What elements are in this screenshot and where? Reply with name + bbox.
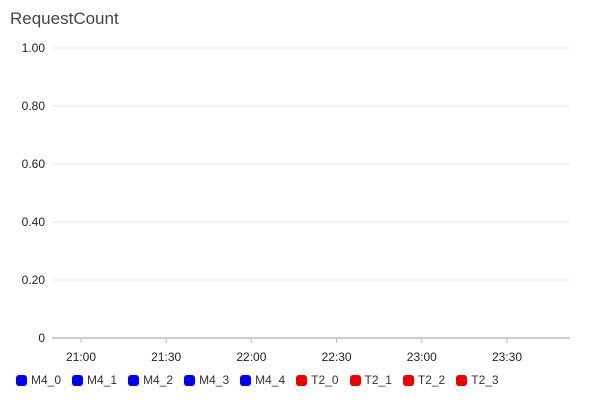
legend-item[interactable]: M4_0 bbox=[16, 373, 61, 387]
legend-label: T2_2 bbox=[417, 373, 446, 387]
y-tick-label: 0.40 bbox=[22, 215, 46, 229]
legend-item[interactable]: T2_1 bbox=[349, 373, 392, 387]
legend-swatch-icon bbox=[296, 374, 308, 386]
legend-swatch-icon bbox=[456, 374, 468, 386]
legend-swatch-icon bbox=[349, 374, 361, 386]
y-tick-label: 0.80 bbox=[22, 99, 46, 113]
legend-label: M4_1 bbox=[87, 373, 118, 387]
legend-label: M4_0 bbox=[31, 373, 62, 387]
legend-swatch-icon bbox=[184, 374, 196, 386]
legend-item[interactable]: M4_1 bbox=[72, 373, 117, 387]
x-tick-label: 21:30 bbox=[151, 350, 181, 364]
legend-swatch-icon bbox=[402, 374, 414, 386]
x-tick-label: 22:00 bbox=[236, 350, 266, 364]
legend-item[interactable]: T2_0 bbox=[296, 373, 339, 387]
legend-label: T2_3 bbox=[471, 373, 499, 387]
legend-item[interactable]: M4_4 bbox=[240, 373, 285, 387]
legend-label: T2_0 bbox=[311, 373, 339, 387]
legend: M4_0 M4_1 M4_2 M4_3 M4_4 T2_0 T2_1 T2_2 T2_3 bbox=[16, 372, 510, 388]
y-tick-label: 0 bbox=[38, 331, 45, 345]
y-tick-label: 1.00 bbox=[22, 41, 46, 55]
x-tick-label: 23:00 bbox=[407, 350, 437, 364]
legend-swatch-icon bbox=[72, 374, 84, 386]
chart-title: RequestCount bbox=[10, 9, 119, 28]
legend-item[interactable]: T2_2 bbox=[402, 373, 446, 387]
legend-swatch-icon bbox=[128, 374, 140, 386]
x-tick-label: 22:30 bbox=[322, 350, 352, 364]
y-tick-label: 0.20 bbox=[22, 273, 46, 287]
y-tick-label: 0.60 bbox=[22, 157, 46, 171]
legend-item[interactable]: M4_3 bbox=[184, 373, 229, 387]
legend-label: M4_4 bbox=[255, 373, 286, 387]
legend-label: M4_3 bbox=[199, 373, 230, 387]
legend-swatch-icon bbox=[240, 374, 252, 386]
legend-label: T2_1 bbox=[364, 373, 392, 387]
x-tick-label: 23:30 bbox=[492, 350, 522, 364]
x-tick-label: 21:00 bbox=[66, 350, 96, 364]
legend-label: M4_2 bbox=[143, 373, 174, 387]
legend-item[interactable]: T2_3 bbox=[456, 373, 499, 387]
legend-item[interactable]: M4_2 bbox=[128, 373, 173, 387]
legend-swatch-icon bbox=[16, 374, 27, 386]
